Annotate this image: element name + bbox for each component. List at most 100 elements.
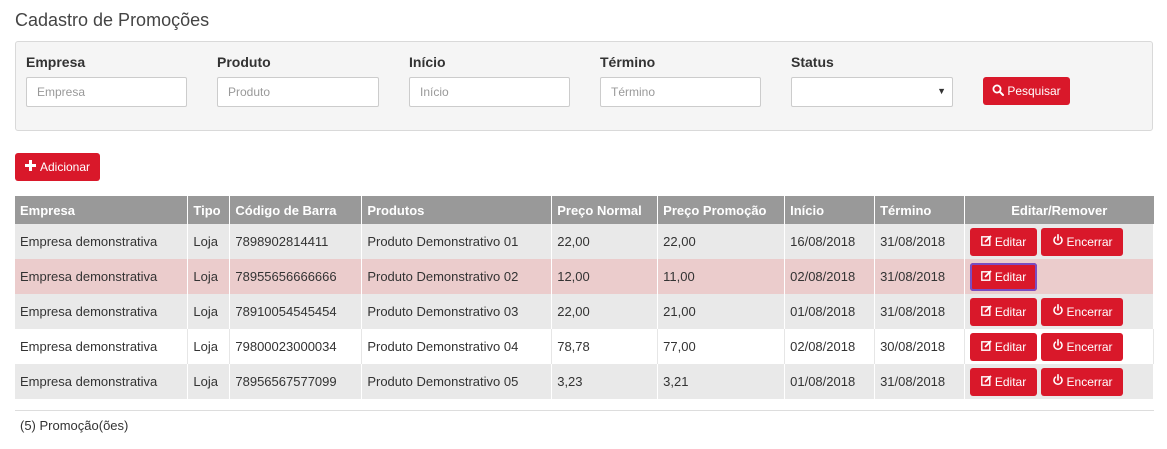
- column-header-acoes: Editar/Remover: [964, 196, 1154, 224]
- termino-cell: 31/08/2018: [874, 259, 966, 294]
- row-actions: Editar Encerrar: [970, 297, 1148, 326]
- filter-status-label: Status: [791, 54, 834, 70]
- termino-cell: 31/08/2018: [874, 294, 966, 329]
- codigo-cell: 78910054545454: [229, 294, 363, 329]
- table-header-row: Empresa Tipo Código de Barra Produtos Pr…: [15, 196, 1154, 224]
- row-actions: Editar Encerrar: [970, 332, 1148, 361]
- filter-inicio-label: Início: [409, 54, 446, 70]
- end-button-label: Encerrar: [1066, 304, 1113, 319]
- table-row[interactable]: Empresa demonstrativa Loja 7898902814411 Pr…: [15, 224, 1154, 259]
- edit-button[interactable]: Editar: [970, 262, 1038, 291]
- page-title: Cadastro de Promoções: [15, 10, 210, 30]
- codigo-cell: 78956567577099: [229, 364, 363, 399]
- termino-cell: 30/08/2018: [874, 329, 966, 364]
- edit-button-label: Editar: [994, 234, 1027, 249]
- edit-icon: [980, 339, 992, 354]
- termino-cell: 31/08/2018: [874, 364, 966, 399]
- column-header-preco-promocao: Preço Promoção: [657, 196, 786, 224]
- filter-produto-label: Produto: [217, 54, 271, 70]
- power-icon: [1052, 304, 1064, 319]
- empresa-cell: Empresa demonstrativa: [15, 364, 189, 399]
- inicio-cell: 01/08/2018: [784, 364, 876, 399]
- end-promotion-button[interactable]: Encerrar: [1041, 367, 1124, 396]
- edit-icon: [980, 234, 992, 249]
- empresa-cell: Empresa demonstrativa: [15, 329, 189, 364]
- preco-promocao-cell: 22,00: [657, 224, 786, 259]
- end-button-label: Encerrar: [1066, 374, 1113, 389]
- empresa-cell: Empresa demonstrativa: [15, 259, 189, 294]
- add-button[interactable]: Adicionar: [15, 153, 100, 181]
- end-promotion-button[interactable]: Encerrar: [1041, 332, 1124, 361]
- inicio-input[interactable]: [409, 77, 570, 107]
- preco-promocao-cell: 3,21: [657, 364, 786, 399]
- preco-promocao-cell: 21,00: [657, 294, 786, 329]
- status-select[interactable]: ▼: [791, 77, 953, 107]
- search-button-label: Pesquisar: [1007, 84, 1061, 98]
- produto-cell: Produto Demonstrativo 03: [361, 294, 553, 329]
- column-header-inicio: Início: [784, 196, 876, 224]
- filter-termino-group: Término: [600, 54, 655, 74]
- produto-input[interactable]: [217, 77, 379, 107]
- edit-icon: [980, 374, 992, 389]
- actions-cell: Editar Encerrar: [964, 294, 1154, 329]
- tipo-cell: Loja: [187, 224, 231, 259]
- empresa-input[interactable]: [26, 77, 187, 107]
- edit-button[interactable]: Editar: [970, 297, 1038, 326]
- termino-input[interactable]: [600, 77, 761, 107]
- filter-inicio-group: Início: [409, 54, 446, 74]
- result-count: (5) Promoção(ões): [20, 418, 129, 433]
- inicio-cell: 02/08/2018: [784, 329, 876, 364]
- codigo-cell: 78955656666666: [229, 259, 363, 294]
- edit-icon: [980, 269, 992, 284]
- produto-cell: Produto Demonstrativo 01: [361, 224, 553, 259]
- empresa-cell: Empresa demonstrativa: [15, 224, 189, 259]
- column-header-preco-normal: Preço Normal: [551, 196, 659, 224]
- table-row[interactable]: Empresa demonstrativa Loja 78955656666666 P…: [15, 259, 1154, 294]
- preco-promocao-cell: 11,00: [657, 259, 786, 294]
- table-row[interactable]: Empresa demonstrativa Loja 78910054545454 P…: [15, 294, 1154, 329]
- preco-normal-cell: 22,00: [551, 224, 659, 259]
- column-header-termino: Término: [874, 196, 966, 224]
- filter-termino-label: Término: [600, 54, 656, 70]
- filter-produto-group: Produto: [217, 54, 271, 74]
- filter-empresa-label: Empresa: [26, 54, 86, 70]
- power-icon: [1052, 339, 1064, 354]
- end-button-label: Encerrar: [1066, 339, 1113, 354]
- chevron-down-icon: ▼: [937, 86, 946, 96]
- row-actions: Editar: [970, 262, 1148, 291]
- preco-normal-cell: 78,78: [551, 329, 659, 364]
- preco-promocao-cell: 77,00: [657, 329, 786, 364]
- edit-button-label: Editar: [994, 304, 1027, 319]
- table-row[interactable]: Empresa demonstrativa Loja 79800023000034 P…: [15, 329, 1154, 364]
- column-header-produtos: Produtos: [361, 196, 553, 224]
- filter-status-group: Status: [791, 54, 834, 74]
- inicio-cell: 02/08/2018: [784, 259, 876, 294]
- edit-button-label: Editar: [994, 374, 1027, 389]
- end-button-label: Encerrar: [1066, 234, 1113, 249]
- preco-normal-cell: 22,00: [551, 294, 659, 329]
- actions-cell: Editar Encerrar: [964, 364, 1154, 399]
- actions-cell: Editar: [964, 259, 1154, 294]
- end-promotion-button[interactable]: Encerrar: [1041, 227, 1124, 256]
- termino-cell: 31/08/2018: [874, 224, 966, 259]
- column-header-tipo: Tipo: [187, 196, 231, 224]
- row-actions: Editar Encerrar: [970, 367, 1148, 396]
- actions-cell: Editar Encerrar: [964, 224, 1154, 259]
- codigo-cell: 7898902814411: [229, 224, 363, 259]
- plus-icon: [24, 159, 36, 175]
- column-header-codigo: Código de Barra: [229, 196, 363, 224]
- search-button[interactable]: Pesquisar: [983, 77, 1070, 105]
- edit-button-label: Editar: [994, 269, 1027, 284]
- end-promotion-button[interactable]: Encerrar: [1041, 297, 1124, 326]
- codigo-cell: 79800023000034: [229, 329, 363, 364]
- edit-button[interactable]: Editar: [970, 367, 1038, 396]
- preco-normal-cell: 3,23: [551, 364, 659, 399]
- edit-button-label: Editar: [994, 339, 1027, 354]
- edit-button[interactable]: Editar: [970, 332, 1038, 361]
- preco-normal-cell: 12,00: [551, 259, 659, 294]
- edit-button[interactable]: Editar: [970, 227, 1038, 256]
- search-icon: [992, 84, 1005, 99]
- produto-cell: Produto Demonstrativo 05: [361, 364, 553, 399]
- power-icon: [1052, 374, 1064, 389]
- table-row[interactable]: Empresa demonstrativa Loja 78956567577099 P…: [15, 364, 1154, 399]
